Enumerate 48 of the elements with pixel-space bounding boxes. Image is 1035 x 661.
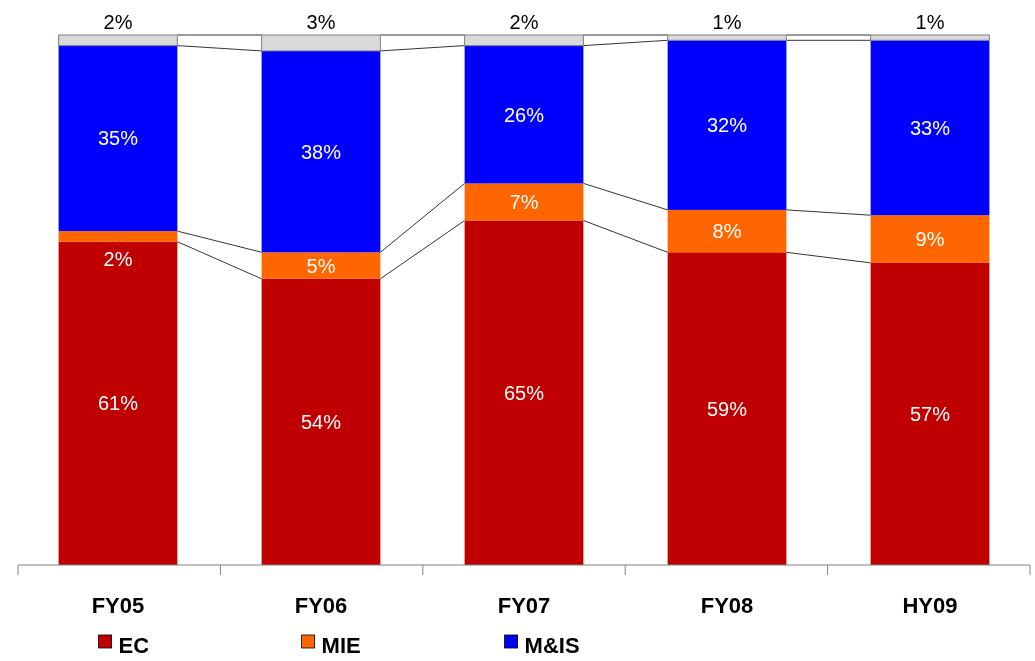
data-label: 1% (915, 11, 945, 33)
data-label: 9% (915, 228, 945, 251)
bar (667, 252, 787, 565)
bar (464, 220, 584, 565)
bar (667, 40, 787, 210)
bar (58, 34, 178, 47)
bar (464, 34, 584, 47)
bar (464, 183, 584, 221)
data-label: 2% (103, 247, 133, 270)
bar (58, 241, 178, 565)
x-tick-label: FY07 (497, 593, 551, 618)
bar (58, 45, 178, 232)
data-label: 54% (300, 410, 342, 433)
legend-label: EC (118, 633, 150, 658)
bar (667, 209, 787, 253)
x-tick-label: FY08 (700, 593, 754, 618)
bar (870, 40, 990, 216)
legend-label: M&IS (524, 633, 580, 658)
data-label: 5% (306, 254, 336, 277)
x-tick-label: FY06 (294, 593, 348, 618)
data-label: 61% (97, 392, 139, 415)
bar (261, 252, 381, 279)
data-label: 65% (503, 381, 545, 404)
bar (261, 278, 381, 565)
bar (261, 34, 381, 52)
data-label: 2% (103, 11, 133, 33)
legend-label: MIE (321, 633, 361, 658)
data-label: 1% (712, 11, 742, 33)
data-label: 7% (509, 190, 539, 213)
data-label: 26% (503, 103, 545, 126)
data-label: 33% (910, 116, 951, 139)
data-label: 2% (509, 11, 539, 33)
bar (870, 262, 990, 565)
bar (870, 34, 990, 41)
data-label: 32% (706, 114, 748, 137)
bar (58, 231, 178, 242)
data-label: 59% (706, 397, 748, 420)
data-label: 3% (306, 11, 336, 33)
x-tick-label: FY05 (91, 593, 145, 618)
bar (261, 50, 381, 253)
data-label: 8% (712, 220, 742, 243)
x-tick-label: HY09 (902, 593, 958, 618)
data-label: 35% (97, 127, 139, 150)
bar (870, 215, 990, 263)
bar (464, 45, 584, 184)
data-label: 57% (910, 402, 951, 425)
data-label: 38% (300, 140, 342, 163)
bar (667, 34, 787, 41)
